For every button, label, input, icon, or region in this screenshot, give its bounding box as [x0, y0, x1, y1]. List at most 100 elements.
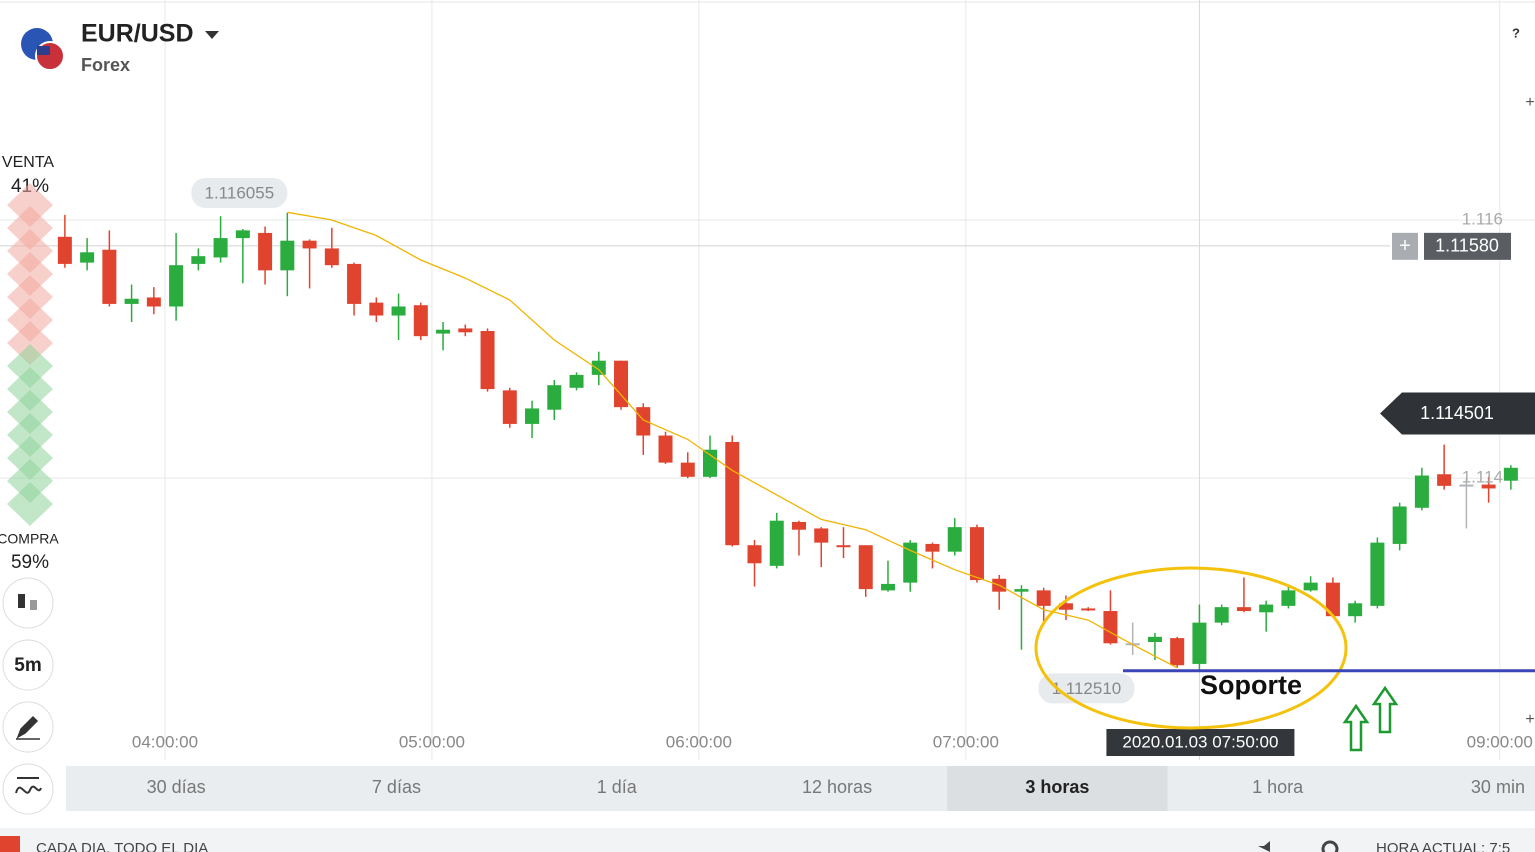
sentiment-diamond [7, 436, 53, 480]
period-tab-label: 3 horas [1025, 777, 1089, 797]
candle-body [1170, 638, 1185, 666]
buy-percent: 59% [11, 552, 49, 573]
candle-body [1058, 603, 1073, 610]
candle-body [169, 265, 184, 307]
add-alert-button[interactable] [1392, 232, 1418, 260]
candle-body [213, 238, 228, 258]
candle-body [791, 521, 806, 530]
candle-body [302, 240, 317, 249]
crosshair-box [1106, 729, 1295, 756]
flag-us-canton [37, 46, 50, 55]
candle-body [324, 248, 339, 266]
reference-price-box [1424, 232, 1511, 260]
candle-body [1370, 542, 1385, 606]
timeframe-button[interactable]: 5m [2, 639, 54, 691]
candle-body [1103, 611, 1118, 644]
zoom-in[interactable]: + [1525, 94, 1534, 111]
candle-body [502, 390, 517, 424]
period-tab[interactable] [947, 766, 1168, 811]
support-label: Soporte [1200, 670, 1302, 700]
candle-body [102, 249, 117, 304]
sound-icon[interactable] [1258, 841, 1270, 852]
settings-icon[interactable] [1321, 840, 1339, 852]
candle-body [1214, 607, 1229, 623]
candle-body [725, 441, 740, 546]
candle-body [747, 545, 762, 564]
y-tick-label: 1.114 [1462, 468, 1503, 487]
sentiment-diamond [7, 413, 53, 457]
timeframe-label: 5m [14, 655, 41, 676]
help-icon[interactable]: ? [1512, 25, 1520, 40]
candle-body [80, 252, 95, 263]
candle-body [680, 462, 695, 477]
candle-body [636, 407, 651, 436]
sentiment-diamond [7, 252, 53, 296]
sentiment-diamond [7, 183, 53, 227]
draw-button[interactable] [2, 701, 54, 753]
candle-body [836, 545, 851, 548]
y-tick-label: 1.116 [1462, 210, 1503, 229]
asset-header[interactable]: EUR/USD Forex [21, 20, 219, 75]
candle-body [969, 527, 984, 581]
sentiment-diamond [7, 344, 53, 388]
footer-clock: HORA ACTUAL: 7:5 [1376, 840, 1510, 852]
price-pill-label: 1.112510 [1052, 679, 1122, 698]
candle-body [235, 230, 250, 239]
plus-icon: + [1399, 235, 1411, 257]
current-price-box [1380, 392, 1535, 435]
dropdown-arrow [205, 31, 219, 39]
candle-body [569, 374, 584, 388]
footer-icon [0, 836, 20, 852]
candle-body [1036, 590, 1051, 606]
candle-body [1325, 582, 1340, 617]
button-circle [2, 577, 54, 629]
moving-average [287, 211, 1178, 669]
period-tabs: 30 días 7 días 1 día 12 horas 3 horas 1 hora 3… [147, 766, 1525, 811]
candle-body [1014, 589, 1029, 592]
icon [15, 777, 42, 794]
candle-body [1348, 603, 1363, 617]
price-pill-label: 1.116055 [205, 183, 275, 202]
x-tick-label: 07:00:00 [933, 732, 999, 751]
zoom-in[interactable]: + [1525, 711, 1534, 728]
marks-layer [57, 211, 1518, 671]
candle-body [880, 583, 895, 591]
candle-body [1192, 622, 1207, 664]
candle-body [436, 329, 451, 334]
candle-body [57, 236, 72, 264]
sentiment-bar [7, 183, 53, 526]
price-pill [191, 177, 288, 208]
footer-schedule: CADA DIA, TODO EL DIA [36, 840, 208, 852]
candle-body [369, 302, 384, 316]
candle-body [858, 545, 873, 590]
chart-type-button[interactable] [2, 577, 54, 629]
price-pill [1038, 673, 1135, 704]
candle-body [480, 331, 495, 390]
icon [30, 600, 37, 610]
candle-body [703, 449, 718, 477]
sentiment-diamond [7, 275, 53, 319]
candle-body [1503, 467, 1518, 481]
sentiment-diamond [7, 206, 53, 250]
candle-body [814, 528, 829, 543]
candle-body [525, 408, 540, 424]
up-arrow [1342, 703, 1370, 752]
x-tick-label: 05:00:00 [399, 732, 465, 751]
candle-body [1437, 474, 1452, 486]
asset-market: Forex [81, 55, 130, 75]
sentiment-diamond [7, 298, 53, 342]
button-circle [2, 639, 54, 691]
indicator-button[interactable] [2, 763, 54, 815]
candle-body [1281, 590, 1296, 606]
x-tick-label: 09:00:00 [1467, 732, 1533, 751]
asset-symbol: EUR/USD [81, 20, 194, 48]
candle-body [925, 543, 940, 552]
sentiment-diamond [7, 390, 53, 434]
sentiment-diamond [7, 321, 53, 365]
sentiment-diamond [7, 229, 53, 273]
candle-body [191, 256, 206, 264]
button-circle [2, 763, 54, 815]
current-price-label: 1.114501 [1420, 403, 1494, 423]
